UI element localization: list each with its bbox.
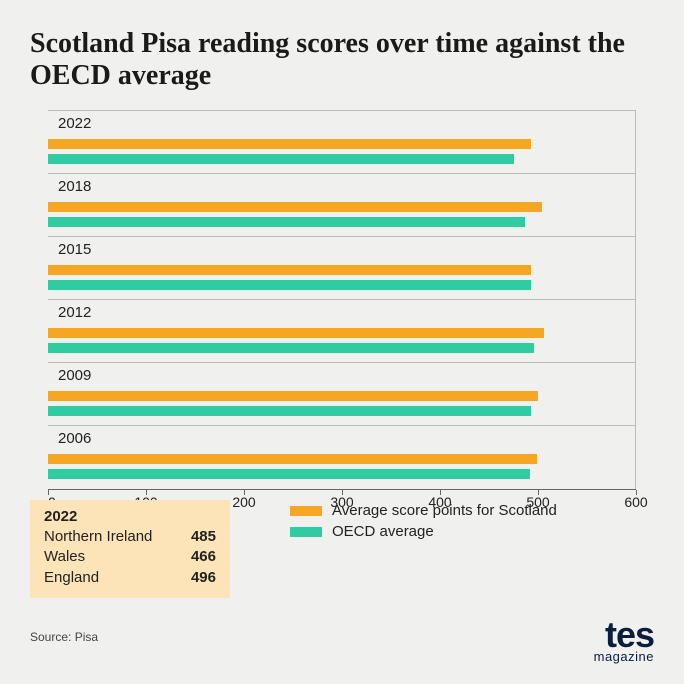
callout-label: Northern Ireland — [44, 527, 152, 547]
category-label: 2006 — [58, 430, 91, 447]
logo-main: tes — [594, 620, 654, 651]
bar-oecd — [48, 469, 530, 479]
callout-value: 485 — [191, 527, 216, 547]
bar-scotland — [48, 265, 531, 275]
legend-item: OECD average — [290, 523, 557, 540]
chart-row: 2012 — [48, 299, 636, 362]
callout-row: England 496 — [44, 568, 216, 588]
bar-oecd — [48, 406, 531, 416]
legend: Average score points for Scotland OECD av… — [290, 502, 557, 544]
chart-row: 2018 — [48, 173, 636, 236]
legend-label: Average score points for Scotland — [332, 502, 557, 519]
bar-scotland — [48, 328, 544, 338]
source-text: Source: Pisa — [30, 630, 98, 644]
callout-row: Wales 466 — [44, 547, 216, 567]
callout-value: 496 — [191, 568, 216, 588]
legend-label: OECD average — [332, 523, 434, 540]
callout-label: Wales — [44, 547, 85, 567]
bar-scotland — [48, 391, 538, 401]
chart-row: 2022 — [48, 110, 636, 173]
bar-oecd — [48, 280, 531, 290]
bar-oecd — [48, 343, 534, 353]
legend-swatch — [290, 506, 322, 516]
logo: tes magazine — [594, 620, 654, 662]
chart-row: 2015 — [48, 236, 636, 299]
logo-sub: magazine — [594, 651, 654, 662]
chart-plot: 2022 2018 2015 2012 2009 2006 — [48, 110, 636, 490]
chart-row: 2006 — [48, 425, 636, 488]
callout-value: 466 — [191, 547, 216, 567]
legend-item: Average score points for Scotland — [290, 502, 557, 519]
category-label: 2022 — [58, 115, 91, 132]
bar-scotland — [48, 454, 537, 464]
category-label: 2009 — [58, 367, 91, 384]
bar-oecd — [48, 154, 514, 164]
callout-box: 2022 Northern Ireland 485 Wales 466 England 4… — [30, 500, 230, 598]
footer: 2022 Northern Ireland 485 Wales 466 England 4… — [30, 500, 654, 598]
legend-swatch — [290, 527, 322, 537]
category-label: 2018 — [58, 178, 91, 195]
callout-title: 2022 — [44, 508, 216, 525]
bar-scotland — [48, 139, 531, 149]
chart-row: 2009 — [48, 362, 636, 425]
chart: 202220182015201220092006 010020030040050… — [30, 110, 654, 520]
category-label: 2012 — [58, 304, 91, 321]
bar-scotland — [48, 202, 542, 212]
bar-oecd — [48, 217, 525, 227]
category-label: 2015 — [58, 241, 91, 258]
callout-label: England — [44, 568, 99, 588]
callout-row: Northern Ireland 485 — [44, 527, 216, 547]
page-title: Scotland Pisa reading scores over time a… — [30, 28, 654, 92]
